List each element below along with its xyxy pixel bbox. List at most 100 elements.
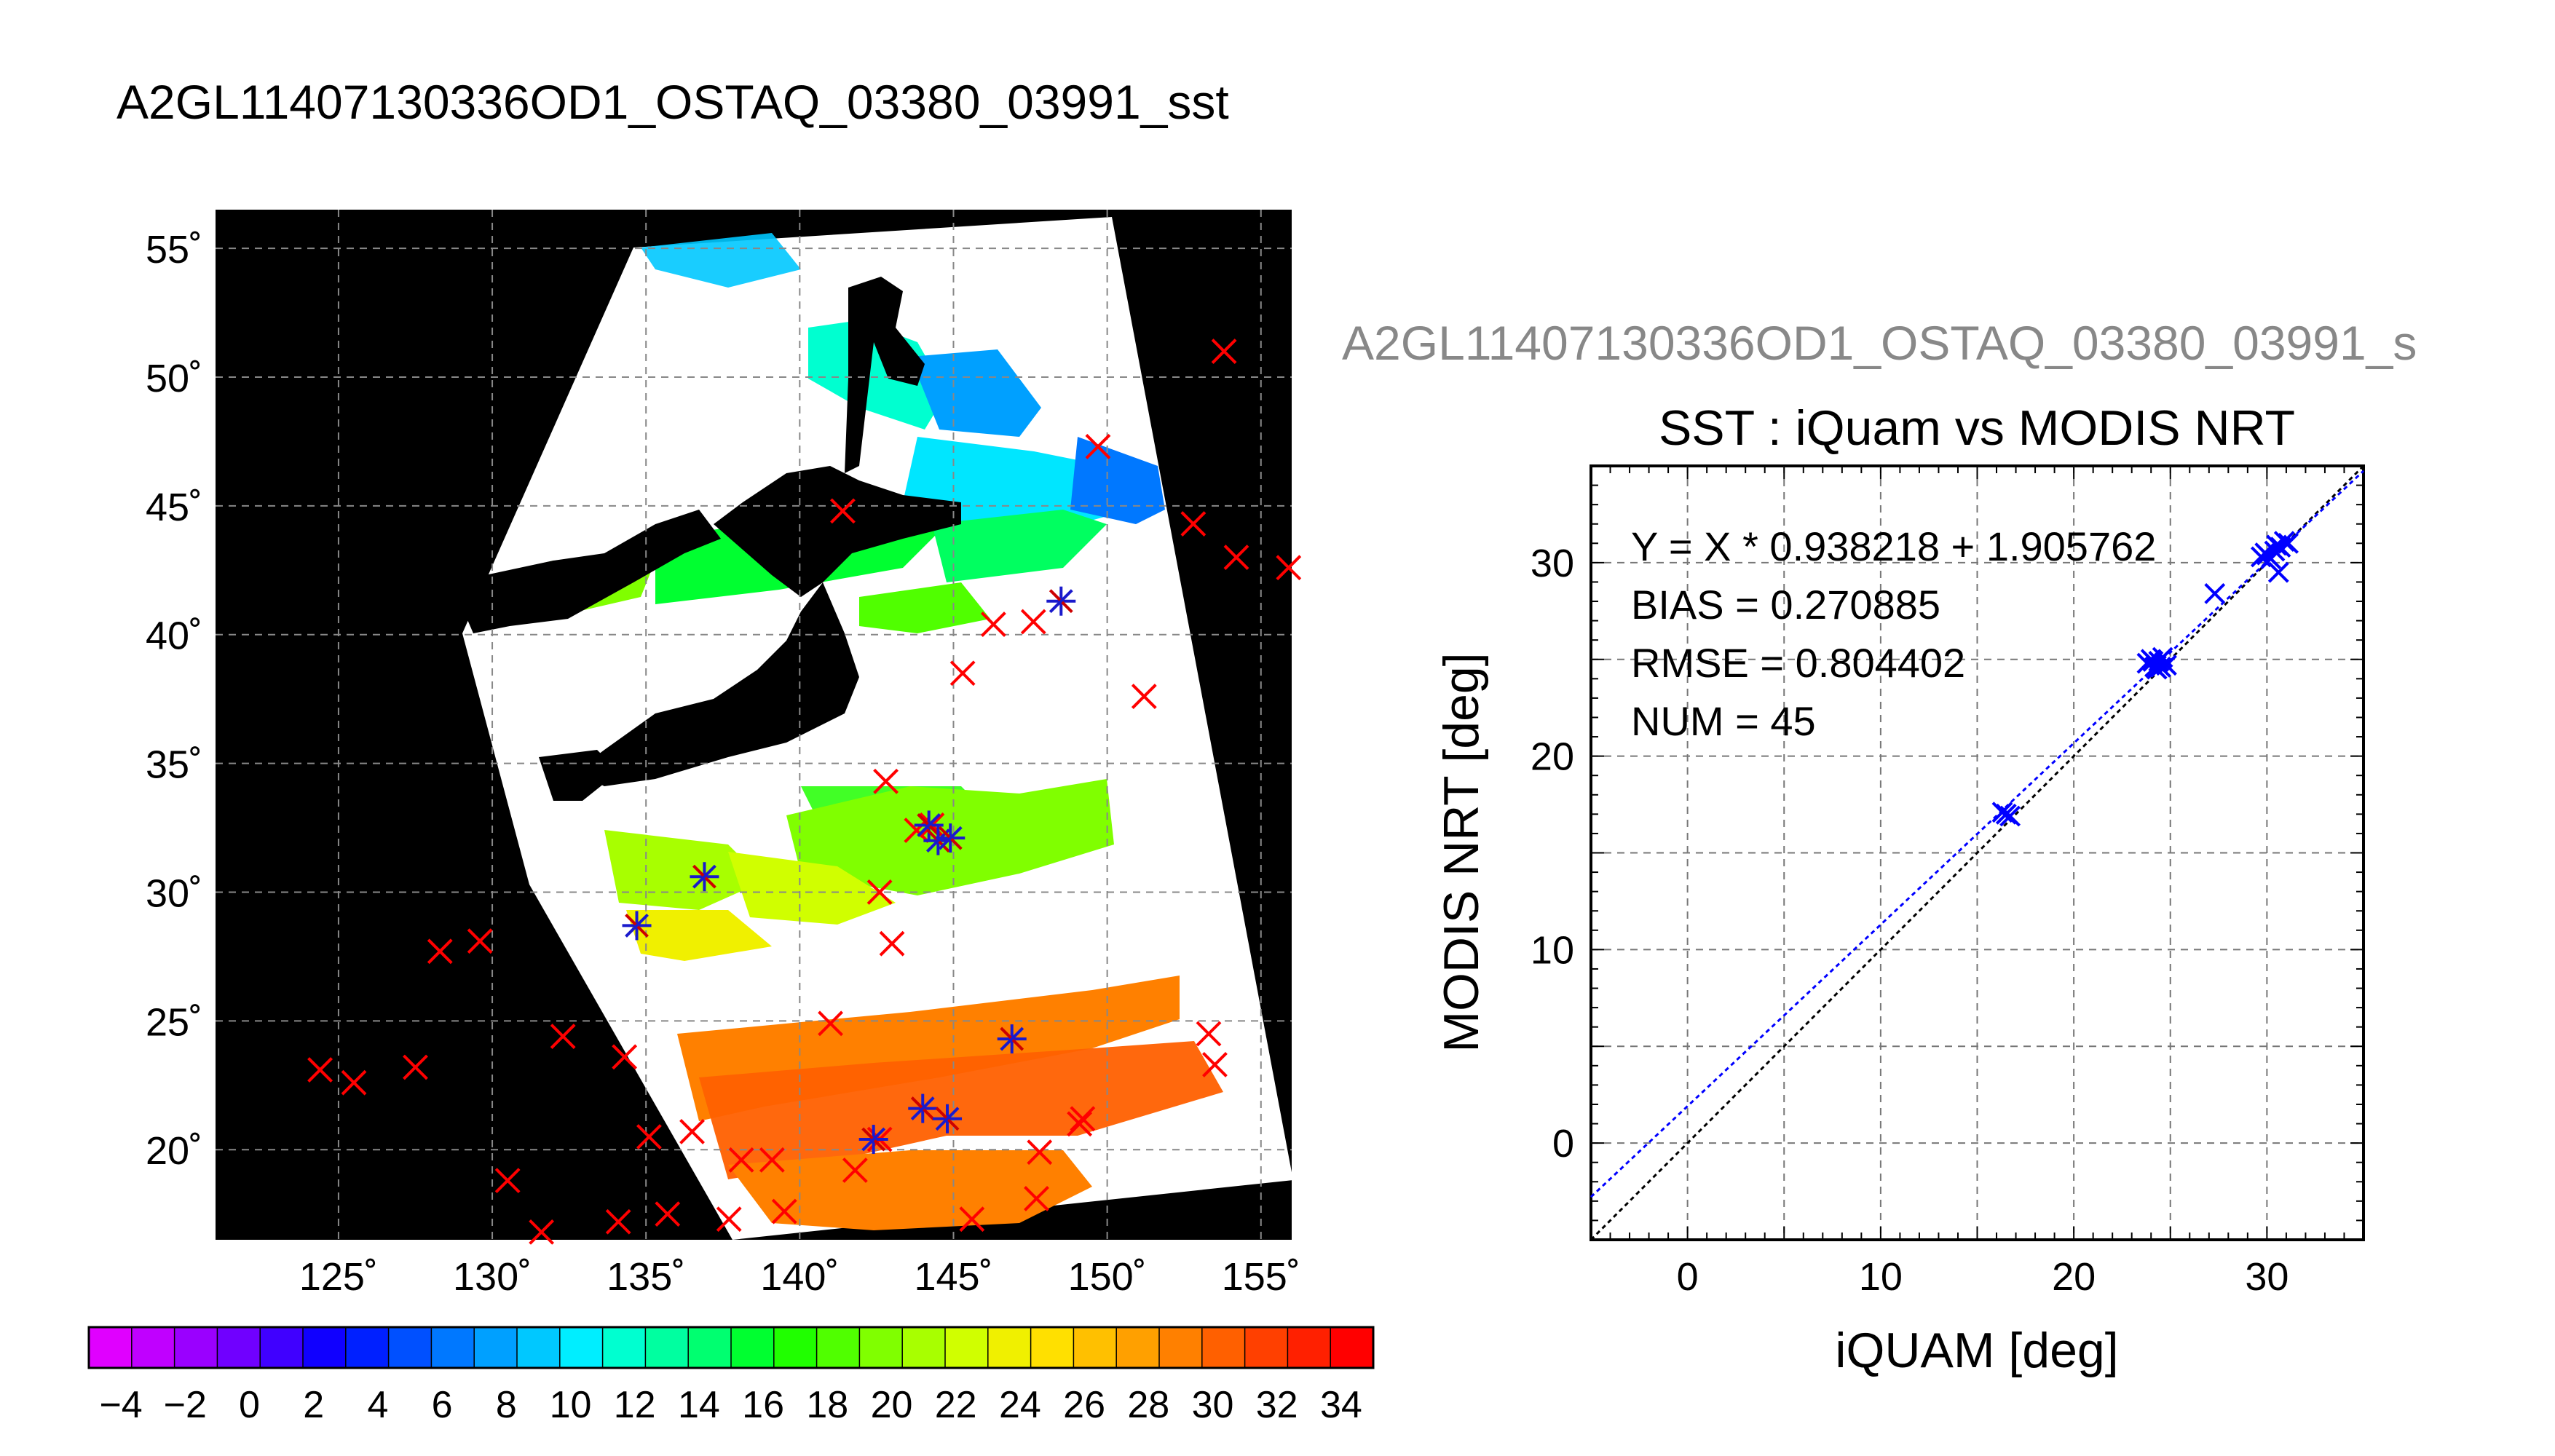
colorbar-cell <box>601 1326 647 1369</box>
data-point <box>2150 656 2171 678</box>
in-situ-marker <box>1180 511 1207 537</box>
in-situ-marker-stroke-b <box>1024 1185 1049 1211</box>
map-lon-tick-label: 125˚ <box>299 1255 378 1299</box>
in-situ-marker-stroke-b <box>1211 339 1237 364</box>
matchup-marker <box>997 1024 1027 1054</box>
x-axis-label: iQUAM [deg] <box>1835 1323 2118 1378</box>
in-situ-marker-stroke-b <box>612 1044 638 1070</box>
scatter-gridlines <box>1591 466 2364 1240</box>
in-situ-marker-stroke-b <box>759 1147 785 1173</box>
colorbar-cell <box>216 1326 261 1369</box>
in-situ-marker-stroke-b <box>879 930 905 957</box>
in-situ-marker <box>959 1206 985 1233</box>
in-situ-marker <box>866 879 893 905</box>
colorbar-cell <box>1073 1326 1118 1369</box>
in-situ-marker <box>1211 339 1237 364</box>
stats-block: Y = X * 0.938218 + 1.905762 BIAS = 0.2708… <box>1631 523 2156 744</box>
map-lon-tick-label: 140˚ <box>760 1255 839 1299</box>
colorbar-label: 28 <box>1127 1384 1169 1426</box>
y-tick-label: 30 <box>1531 542 1574 585</box>
matchup-marker <box>908 1093 938 1123</box>
data-point-stroke-b <box>1999 805 2021 827</box>
colorbar-cell <box>944 1326 990 1369</box>
map-lat-tick-label: 50˚ <box>146 357 202 400</box>
colorbar-label: 18 <box>806 1384 848 1426</box>
in-situ-marker-stroke-b <box>1067 1111 1093 1137</box>
matchup-marker-d2 <box>910 1096 935 1121</box>
colorbar-cell <box>901 1326 947 1369</box>
in-situ-marker-stroke-b <box>467 928 493 954</box>
in-situ-marker-stroke-b <box>1202 1052 1228 1077</box>
map-lat-tick-label: 55˚ <box>146 228 202 272</box>
in-situ-marker <box>842 1158 868 1183</box>
colorbar-label: 0 <box>239 1384 260 1426</box>
data-point <box>2256 544 2278 566</box>
colorbar-cell <box>858 1326 904 1369</box>
in-situ-marker <box>307 1057 333 1083</box>
in-situ-marker-stroke-b <box>341 1069 367 1096</box>
in-situ-marker-stroke-b <box>1027 1139 1053 1166</box>
in-situ-marker-stroke-b <box>1196 1021 1222 1047</box>
in-situ-marker-stroke-b <box>716 1206 742 1233</box>
in-situ-marker <box>1067 1111 1093 1137</box>
in-situ-marker <box>1020 609 1046 635</box>
in-situ-marker-stroke-b <box>873 768 899 794</box>
in-situ-marker <box>341 1069 367 1096</box>
in-situ-marker-stroke-b <box>1131 684 1157 710</box>
colorbar-cells <box>88 1326 1375 1369</box>
matchup-marker-d2 <box>692 864 716 889</box>
y-tick-label: 10 <box>1531 928 1574 972</box>
in-situ-marker <box>1196 1021 1222 1047</box>
map-lat-tick-label: 25˚ <box>146 1000 202 1044</box>
map-lon-tick-label: 155˚ <box>1222 1255 1300 1299</box>
colorbar-cell <box>1330 1326 1375 1369</box>
overlay-title: A2GL11407130336OD1_OSTAQ_03380_03991_s <box>1342 316 2417 370</box>
matchup-marker-d2 <box>917 813 941 837</box>
colorbar-cell <box>1158 1326 1204 1369</box>
in-situ-observations <box>307 339 1302 1245</box>
in-situ-marker <box>980 612 1006 637</box>
in-situ-marker <box>818 1010 843 1037</box>
data-point <box>2204 582 2226 604</box>
in-situ-marker-stroke-b <box>307 1057 333 1083</box>
data-point <box>1999 805 2021 827</box>
in-situ-marker-stroke-b <box>403 1054 428 1080</box>
in-situ-marker-stroke-b <box>1020 609 1046 635</box>
in-situ-marker-stroke-b <box>949 660 976 687</box>
matchup-marker <box>622 911 652 941</box>
in-situ-marker-stroke-b <box>771 1198 797 1224</box>
in-situ-marker-stroke-b <box>427 938 453 965</box>
in-situ-marker-stroke-b <box>980 612 1006 637</box>
in-situ-marker <box>550 1024 576 1049</box>
matchup-marker-d2 <box>861 1127 886 1152</box>
matchup-marker <box>936 823 965 853</box>
stats-line: BIAS = 0.270885 <box>1631 582 1940 628</box>
colorbar-label: 22 <box>935 1384 977 1426</box>
colorbar-labels: −4 −2 0 2 4 6 8 10 12 14 16 18 20 22 24 26 28 30 32 34 <box>99 1384 1362 1426</box>
map-latitude-ticks: 55˚ 50˚ 45˚ 40˚ 35˚ 30˚ 25˚ 20˚ <box>146 228 202 1173</box>
in-situ-marker <box>1202 1052 1228 1077</box>
in-situ-marker-stroke-b <box>818 1010 843 1037</box>
y-tick-label: 20 <box>1531 735 1574 779</box>
colorbar-cell <box>173 1326 218 1369</box>
in-situ-marker <box>529 1219 555 1245</box>
colorbar-cell <box>730 1326 775 1369</box>
matchup-marker-d2 <box>625 914 649 938</box>
data-point-stroke-b <box>2204 582 2226 604</box>
in-situ-marker-stroke-b <box>550 1024 576 1049</box>
in-situ-marker <box>1070 1106 1096 1132</box>
reference-lines <box>1590 464 2365 1241</box>
colorbar-cell <box>259 1326 304 1369</box>
in-situ-marker <box>949 660 976 687</box>
colorbar-label: 8 <box>496 1384 517 1426</box>
colorbar-label: 32 <box>1256 1384 1298 1426</box>
in-situ-marker <box>771 1198 797 1224</box>
matchup-marker-d2 <box>938 826 963 850</box>
colorbar-cell <box>1244 1326 1289 1369</box>
x-tick-label: 30 <box>2245 1255 2289 1299</box>
in-situ-marker <box>759 1147 785 1173</box>
in-situ-marker-stroke-b <box>1276 555 1302 581</box>
colorbar-cell <box>816 1326 861 1369</box>
in-situ-marker <box>728 1147 754 1173</box>
y-axis-label: MODIS NRT [deg] <box>1434 652 1489 1052</box>
